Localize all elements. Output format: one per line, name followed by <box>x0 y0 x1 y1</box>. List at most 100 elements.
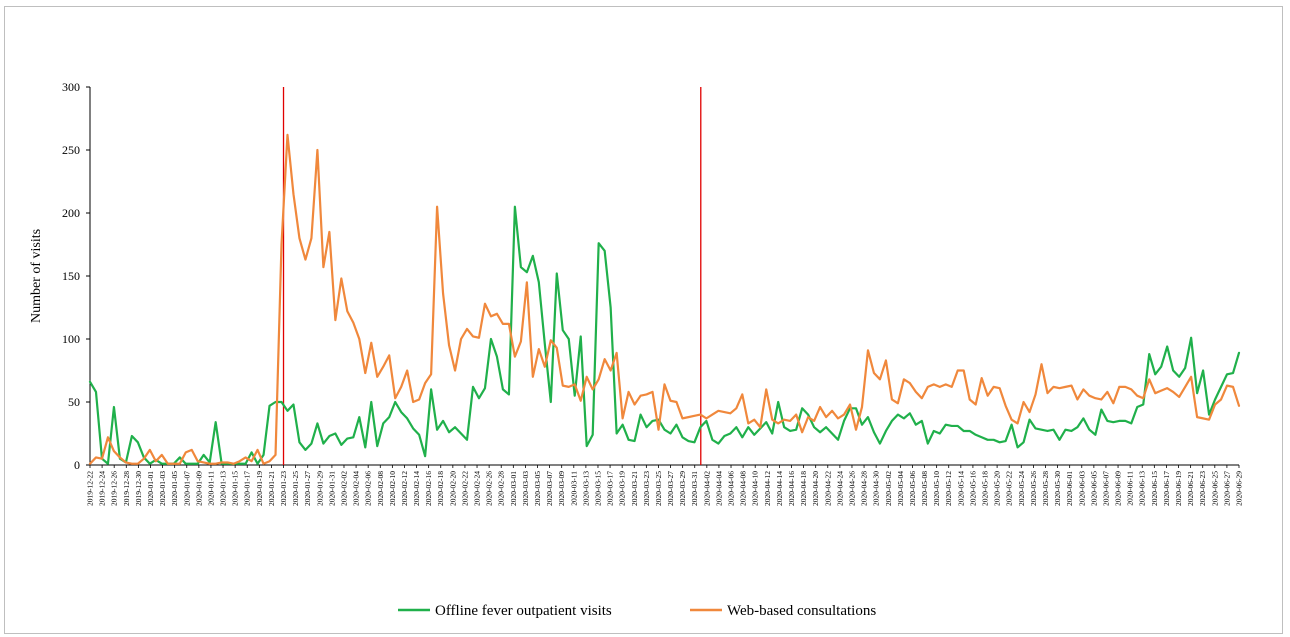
x-tick-label: 2020-03-09 <box>557 471 566 506</box>
x-tick-label: 2020-01-09 <box>194 471 203 506</box>
x-tick-label: 2020-03-27 <box>666 471 675 506</box>
x-tick-label: 2020-06-11 <box>1126 471 1135 506</box>
x-tick-label: 2020-01-19 <box>255 471 264 506</box>
x-tick-label: 2020-01-31 <box>327 471 336 506</box>
x-tick-label: 2020-04-04 <box>714 471 723 506</box>
x-tick-label: 2020-03-05 <box>533 471 542 506</box>
x-tick-label: 2020-03-17 <box>606 471 615 506</box>
x-tick-label: 2020-03-13 <box>581 471 590 506</box>
x-tick-label: 2020-01-13 <box>219 471 228 506</box>
series-line-web-consultations <box>88 133 1241 465</box>
x-tick-label: 2020-03-07 <box>545 471 554 506</box>
x-tick-label: 2020-06-05 <box>1089 471 1098 506</box>
x-tick-label: 2020-06-25 <box>1210 471 1219 506</box>
x-tick-label: 2020-06-19 <box>1174 471 1183 506</box>
x-tick-label: 2020-03-11 <box>569 471 578 506</box>
x-tick-label: 2019-12-22 <box>86 471 95 506</box>
chart-frame: 0 50 100 150 200 250 300 2019-12-22 2019-12-24 2… <box>4 6 1283 634</box>
x-tick-label: 2020-03-25 <box>654 471 663 506</box>
x-tick-label: 2020-01-15 <box>231 471 240 506</box>
x-tick-label: 2020-05-24 <box>1017 471 1026 506</box>
x-tick-label: 2020-04-14 <box>775 471 784 506</box>
x-tick-label: 2020-02-12 <box>400 471 409 506</box>
legend: Offline fever outpatient visits Web-base… <box>398 603 876 619</box>
x-tick-label: 2020-05-18 <box>981 471 990 506</box>
x-tick-label: 2020-01-27 <box>303 471 312 506</box>
x-tick-label: 2020-03-19 <box>618 471 627 506</box>
series-line-offline-fever <box>88 205 1241 465</box>
y-tick-label: 50 <box>68 395 80 409</box>
x-tick-label: 2019-12-28 <box>122 471 131 506</box>
x-tick-label: 2020-05-20 <box>993 471 1002 506</box>
y-axis: 0 50 100 150 200 250 300 <box>62 80 91 472</box>
x-tick-label: 2020-03-23 <box>642 471 651 506</box>
series-lines <box>88 133 1241 465</box>
x-axis: 2019-12-22 2019-12-24 2019-12-26 2019-12-28… <box>86 464 1244 506</box>
y-tick-label: 100 <box>62 332 80 346</box>
x-tick-label: 2020-06-07 <box>1101 471 1110 506</box>
x-tick-label: 2020-05-10 <box>932 471 941 506</box>
x-tick-label: 2020-02-08 <box>376 471 385 506</box>
x-tick-label: 2020-03-31 <box>690 471 699 506</box>
x-tick-label: 2020-02-16 <box>424 471 433 506</box>
x-tick-label: 2020-01-17 <box>243 471 252 506</box>
x-tick-label: 2020-02-18 <box>436 471 445 506</box>
x-tick-label: 2020-04-20 <box>811 471 820 506</box>
x-tick-label: 2019-12-24 <box>98 471 107 506</box>
x-tick-label: 2020-01-21 <box>267 471 276 506</box>
x-tick-label: 2020-06-27 <box>1222 471 1231 506</box>
x-tick-label: 2020-02-04 <box>352 471 361 506</box>
x-tick-label: 2020-06-01 <box>1065 471 1074 506</box>
x-tick-label: 2020-02-28 <box>497 471 506 506</box>
x-tick-label: 2020-05-22 <box>1005 471 1014 506</box>
x-tick-label: 2020-04-26 <box>847 471 856 506</box>
x-tick-label: 2020-05-14 <box>956 471 965 506</box>
x-tick-label: 2020-04-22 <box>823 471 832 506</box>
x-tick-label: 2020-02-06 <box>364 471 373 506</box>
x-tick-label: 2020-06-13 <box>1138 471 1147 506</box>
x-tick-label: 2020-05-12 <box>944 471 953 506</box>
x-tick-label: 2020-04-28 <box>860 471 869 506</box>
x-tick-label: 2020-05-16 <box>968 471 977 506</box>
x-tick-label: 2020-06-23 <box>1198 471 1207 506</box>
x-tick-label: 2020-01-23 <box>279 471 288 506</box>
x-tick-label: 2020-06-03 <box>1077 471 1086 506</box>
x-tick-label: 2020-06-21 <box>1186 471 1195 506</box>
y-tick-label: 300 <box>62 80 80 94</box>
x-tick-label: 2020-05-02 <box>884 471 893 506</box>
vertical-markers <box>282 87 702 465</box>
x-tick-label: 2020-01-07 <box>182 471 191 506</box>
x-tick-label: 2019-12-26 <box>110 471 119 506</box>
x-tick-label: 2020-02-26 <box>485 471 494 506</box>
x-tick-label: 2020-04-10 <box>751 471 760 506</box>
x-tick-label: 2020-06-15 <box>1150 471 1159 506</box>
y-tick-label: 250 <box>62 143 80 157</box>
x-tick-label: 2020-04-02 <box>702 471 711 506</box>
x-tick-label: 2020-06-09 <box>1114 471 1123 506</box>
x-tick-label: 2020-05-28 <box>1041 471 1050 506</box>
x-tick-label: 2020-02-10 <box>388 471 397 506</box>
x-tick-label: 2020-04-06 <box>727 471 736 506</box>
y-tick-label: 0 <box>74 458 80 472</box>
x-tick-label: 2020-04-24 <box>835 471 844 506</box>
y-tick-label: 200 <box>62 206 80 220</box>
x-tick-label: 2020-01-11 <box>206 471 215 506</box>
x-tick-label: 2020-02-20 <box>448 471 457 506</box>
x-tick-label: 2020-04-30 <box>872 471 881 506</box>
x-tick-label: 2020-01-29 <box>315 471 324 506</box>
x-tick-label: 2020-01-05 <box>170 471 179 506</box>
x-tick-label: 2020-02-14 <box>412 471 421 506</box>
x-tick-label: 2020-03-29 <box>678 471 687 506</box>
x-tick-label: 2020-05-06 <box>908 471 917 506</box>
x-tick-label: 2020-05-04 <box>896 471 905 506</box>
legend-label-web: Web-based consultations <box>727 603 876 619</box>
x-tick-label: 2020-02-24 <box>473 471 482 506</box>
x-tick-label: 2020-03-15 <box>593 471 602 506</box>
x-tick-label: 2019-12-30 <box>134 471 143 506</box>
x-tick-label: 2020-03-01 <box>509 471 518 506</box>
x-tick-label: 2020-02-02 <box>339 471 348 506</box>
x-tick-label: 2020-04-08 <box>739 471 748 506</box>
x-tick-label: 2020-03-21 <box>630 471 639 506</box>
x-tick-label: 2020-04-16 <box>787 471 796 506</box>
